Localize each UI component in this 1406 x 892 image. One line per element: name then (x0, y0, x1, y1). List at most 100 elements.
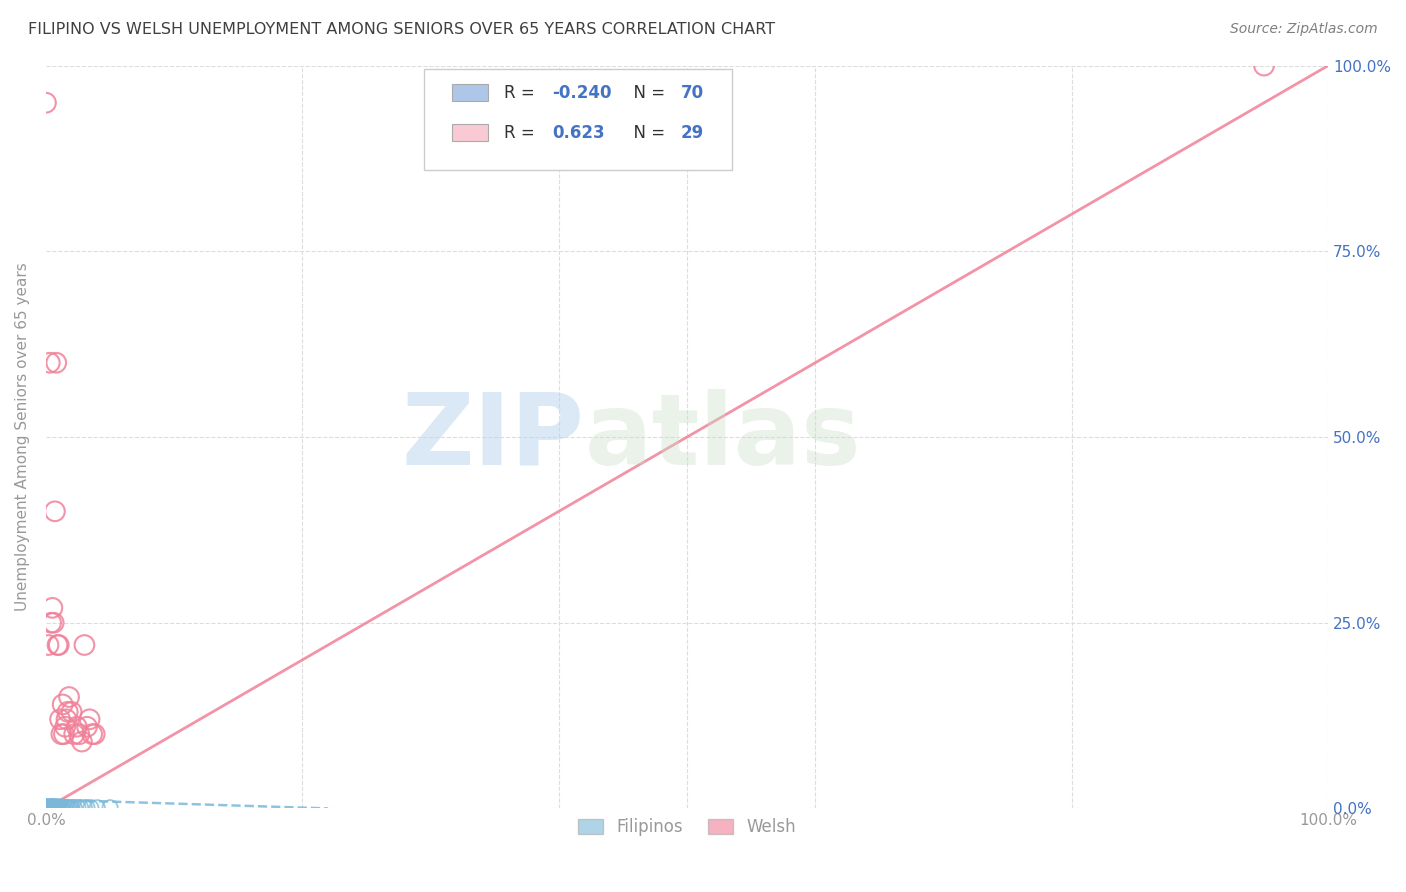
Point (45, 800, 67, 814)
Point (39, 800, 62, 814)
Point (39, 615, 62, 630)
Point (46, 800, 69, 814)
Point (44, 504, 66, 518)
Point (44, 801, 66, 815)
Point (41, 801, 63, 815)
Point (41, 800, 63, 814)
Text: 70: 70 (681, 84, 704, 103)
Point (52, 727, 75, 741)
Point (58, 690, 80, 704)
Point (82, 727, 104, 741)
Point (46, 638, 69, 652)
Point (46, 800, 69, 814)
Point (60, 705, 83, 719)
Point (35, 801, 58, 815)
Point (48, 800, 70, 814)
Point (35, 801, 58, 815)
Point (63, 727, 86, 741)
Legend: Filipinos, Welsh: Filipinos, Welsh (569, 810, 804, 845)
Point (39, 800, 62, 814)
Point (35, 800, 58, 814)
Point (45, 800, 67, 814)
Point (38, 801, 60, 815)
Point (35, 801, 58, 815)
Point (70, 734, 93, 748)
Point (45, 356, 67, 370)
Point (73, 800, 96, 814)
Point (35, 801, 58, 815)
Y-axis label: Unemployment Among Seniors over 65 years: Unemployment Among Seniors over 65 years (15, 262, 30, 611)
Point (41, 600, 63, 615)
Point (44, 800, 66, 814)
Point (38, 638, 60, 652)
Point (44, 800, 66, 814)
Point (38, 800, 60, 814)
Point (35, 800, 58, 814)
Point (41, 800, 63, 814)
Point (76, 720, 98, 734)
Point (42, 800, 65, 814)
Point (76, 800, 98, 814)
Point (41, 801, 63, 815)
Point (63, 800, 86, 814)
Point (48, 638, 70, 652)
Point (52, 800, 75, 814)
Point (66, 720, 89, 734)
Point (35, 95, 58, 110)
Point (1253, 59, 1275, 73)
Text: FILIPINO VS WELSH UNEMPLOYMENT AMONG SENIORS OVER 65 YEARS CORRELATION CHART: FILIPINO VS WELSH UNEMPLOYMENT AMONG SEN… (28, 22, 775, 37)
Point (51, 727, 73, 741)
Point (42, 800, 65, 814)
Point (73, 638, 96, 652)
Text: ZIP: ZIP (402, 389, 585, 485)
Point (35, 801, 58, 815)
Point (58, 800, 80, 814)
FancyBboxPatch shape (425, 70, 733, 169)
Point (44, 800, 66, 814)
Point (53, 720, 76, 734)
Text: 0.623: 0.623 (553, 124, 605, 143)
Text: N =: N = (623, 124, 671, 143)
Point (35, 801, 58, 815)
Point (69, 800, 91, 814)
Point (35, 801, 58, 815)
Point (60, 800, 83, 814)
Point (35, 800, 58, 814)
Point (98, 800, 121, 814)
Text: atlas: atlas (585, 389, 860, 485)
Point (45, 800, 67, 814)
Point (56, 800, 79, 814)
Text: R =: R = (503, 84, 540, 103)
Point (35, 801, 58, 815)
Point (38, 801, 60, 815)
Point (52, 800, 75, 814)
Point (49, 800, 72, 814)
FancyBboxPatch shape (453, 124, 488, 141)
Point (35, 800, 58, 814)
Point (55, 800, 77, 814)
Point (51, 800, 73, 814)
Point (51, 800, 73, 814)
Point (38, 800, 60, 814)
Point (56, 705, 79, 719)
Point (49, 712, 72, 726)
Point (38, 356, 60, 370)
Point (38, 800, 60, 814)
Point (83, 727, 105, 741)
Point (55, 712, 77, 726)
Text: 29: 29 (681, 124, 704, 143)
Point (42, 615, 65, 630)
Point (35, 800, 58, 814)
Point (35, 801, 58, 815)
Text: N =: N = (623, 84, 671, 103)
Point (39, 800, 62, 814)
Text: R =: R = (503, 124, 540, 143)
Point (66, 800, 89, 814)
Point (39, 801, 62, 815)
Point (59, 800, 82, 814)
Point (35, 801, 58, 815)
Point (35, 800, 58, 814)
Point (39, 800, 62, 814)
Point (38, 801, 60, 815)
Point (52, 698, 75, 712)
